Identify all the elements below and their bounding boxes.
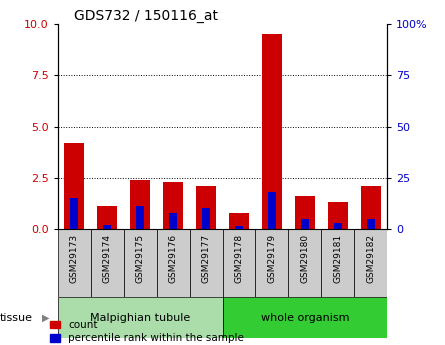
Text: GSM29178: GSM29178 [235,234,243,284]
FancyBboxPatch shape [190,229,222,297]
FancyBboxPatch shape [58,229,91,297]
Bar [361,186,380,229]
FancyBboxPatch shape [222,297,387,338]
Text: GSM29174: GSM29174 [103,234,112,283]
Text: GSM29177: GSM29177 [202,234,210,284]
Text: GSM29176: GSM29176 [169,234,178,284]
Bar [202,208,210,229]
Bar [169,213,177,229]
Bar [196,186,216,229]
Text: GSM29175: GSM29175 [136,234,145,284]
Bar [262,34,282,229]
Bar [328,202,348,229]
Text: whole organism: whole organism [261,313,349,323]
Text: tissue: tissue [0,313,33,323]
Bar [367,219,375,229]
Bar [103,225,111,229]
FancyBboxPatch shape [354,229,387,297]
Bar [268,192,276,229]
Text: GDS732 / 150116_at: GDS732 / 150116_at [74,9,218,23]
Bar [229,213,249,229]
Text: ▶: ▶ [42,313,50,323]
Text: GSM29180: GSM29180 [300,234,309,284]
FancyBboxPatch shape [157,229,190,297]
Bar [334,223,342,229]
Bar [130,180,150,229]
FancyBboxPatch shape [58,297,222,338]
Bar [163,182,183,229]
Text: GSM29173: GSM29173 [70,234,79,284]
Text: GSM29181: GSM29181 [333,234,342,284]
FancyBboxPatch shape [124,229,157,297]
Legend: count, percentile rank within the sample: count, percentile rank within the sample [50,320,244,343]
FancyBboxPatch shape [255,229,288,297]
Bar [136,206,144,229]
Bar [235,226,243,229]
Bar [97,206,117,229]
Text: GSM29179: GSM29179 [267,234,276,284]
Bar [70,198,78,229]
Bar [65,143,84,229]
Text: GSM29182: GSM29182 [366,234,375,283]
FancyBboxPatch shape [288,229,321,297]
Bar [295,196,315,229]
FancyBboxPatch shape [222,229,255,297]
Bar [301,219,309,229]
Text: Malpighian tubule: Malpighian tubule [90,313,190,323]
FancyBboxPatch shape [91,229,124,297]
FancyBboxPatch shape [321,229,354,297]
